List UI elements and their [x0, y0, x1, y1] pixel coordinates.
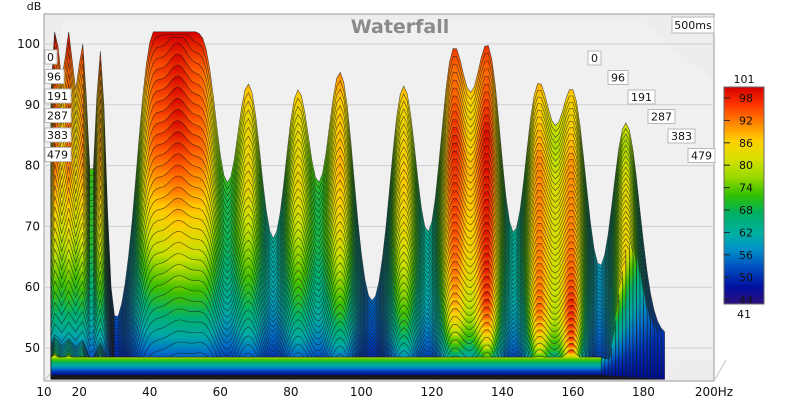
time-slice-label-right: 479 — [691, 150, 712, 163]
axis-ticks: 10 20 40 60 80 100 120 140 160 180 200Hz 50 60 70 80 90… — [17, 37, 733, 399]
colorbar-tick-label: 98 — [739, 92, 753, 105]
x-tick-label: 10 — [36, 385, 51, 399]
y-tick-label: 70 — [25, 219, 40, 233]
time-slice-box — [44, 127, 72, 143]
time-slice-label-right: 383 — [671, 130, 692, 143]
time-slice-box — [607, 70, 629, 85]
x-tick-label: 40 — [142, 385, 157, 399]
time-window-box: 500ms — [671, 16, 715, 34]
colorbar: 101 98 92 86 80 74 68 62 56 50 44 41 — [723, 73, 765, 321]
colorbar-tick-label: 56 — [739, 249, 753, 262]
time-slice-curve — [50, 349, 602, 376]
colorbar-gradient — [723, 86, 765, 305]
time-slice-labels-right: 0 96 191 287 383 479 — [587, 50, 716, 163]
time-slice-box — [667, 128, 696, 144]
colorbar-tick-label: 92 — [739, 114, 753, 127]
time-slice-box — [647, 109, 676, 124]
time-slice-label-right: 191 — [631, 91, 652, 104]
time-slice-label-left: 479 — [47, 149, 68, 162]
x-tick-label: 120 — [420, 385, 443, 399]
y-tick-label: 100 — [17, 37, 40, 51]
x-tick-label: 180 — [632, 385, 655, 399]
x-tick-label: 80 — [283, 385, 298, 399]
y-tick-label: 90 — [25, 98, 40, 112]
time-window-label: 500ms — [674, 19, 712, 32]
x-tick-label: 20 — [72, 385, 87, 399]
waterfall-surface — [50, 31, 665, 380]
y-axis-label: dB — [27, 0, 42, 13]
colorbar-ticks: 98 92 86 80 74 68 62 56 50 44 — [724, 92, 753, 307]
y-tick-label: 80 — [25, 159, 40, 173]
chart-title: Waterfall — [351, 16, 450, 38]
x-tick-label: 140 — [491, 385, 514, 399]
time-slice-labels-left: 0 96 191 287 383 479 — [44, 49, 72, 162]
colorbar-tick-label: 62 — [739, 226, 753, 239]
time-slice-label-left: 191 — [47, 90, 68, 103]
colorbar-tick-label: 80 — [739, 159, 753, 172]
colorbar-tick-label: 74 — [739, 182, 753, 195]
y-tick-label: 60 — [25, 280, 40, 294]
time-slice-box — [687, 148, 716, 163]
time-slice-label-left: 96 — [47, 71, 61, 84]
y-tick-label: 50 — [25, 341, 40, 355]
time-slice-label-left: 0 — [47, 51, 54, 64]
time-slice-box — [44, 147, 72, 162]
time-slice-box — [44, 88, 72, 104]
time-slice-box — [44, 49, 58, 65]
colorbar-min-label: 41 — [737, 308, 751, 321]
x-tick-label: 60 — [213, 385, 228, 399]
x-tick-label: 160 — [561, 385, 584, 399]
time-slice-box — [627, 89, 656, 105]
x-tick-label: 200Hz — [695, 385, 733, 399]
time-slice-label-right: 287 — [651, 111, 672, 124]
colorbar-max-label: 101 — [734, 73, 755, 86]
colorbar-tick-label: 44 — [739, 294, 753, 307]
time-slice-label-left: 287 — [47, 110, 68, 123]
time-slice-box — [587, 50, 602, 66]
time-slice-box — [44, 69, 65, 84]
x-tick-label: 100 — [350, 385, 373, 399]
colorbar-tick-label: 68 — [739, 204, 753, 217]
colorbar-tick-label: 50 — [739, 271, 753, 284]
colorbar-tick-label: 86 — [739, 137, 753, 150]
time-slice-label-left: 383 — [47, 129, 68, 142]
time-slice-box — [44, 108, 72, 123]
time-slice-label-right: 0 — [591, 52, 598, 65]
x-grid-line — [713, 359, 727, 382]
time-slice-label-right: 96 — [611, 72, 625, 85]
